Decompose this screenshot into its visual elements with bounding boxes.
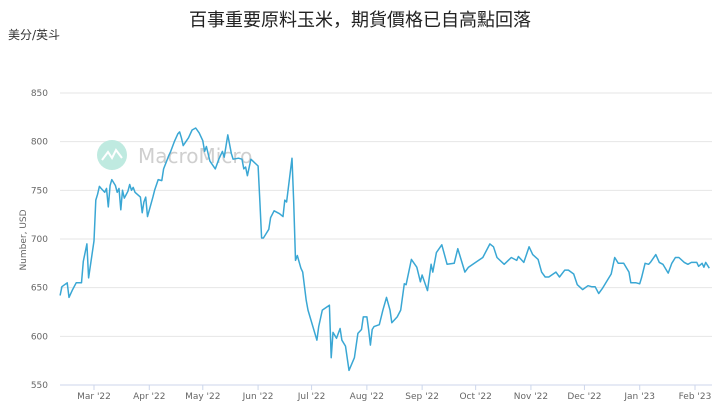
x-tick-label: Jan '23: [623, 392, 655, 402]
x-tick-label: Apr '22: [133, 392, 165, 402]
y-tick-label: 800: [31, 138, 48, 148]
y-tick-label: 750: [31, 186, 48, 196]
x-tick-label: Oct '22: [459, 392, 491, 402]
unit-label: 美分/英斗: [8, 28, 61, 42]
x-tick-label: Jun '22: [242, 392, 274, 402]
x-tick-label: Sep '22: [405, 392, 439, 402]
series-line-corn-futures: [59, 127, 710, 372]
y-tick-label: 850: [31, 89, 48, 99]
x-tick-label: Nov '22: [514, 392, 548, 402]
y-tick-label: 600: [31, 332, 48, 342]
x-tick-label: Mar '22: [77, 392, 111, 402]
y-axis-ticks: 550 600 650 700 750 800 850: [31, 89, 48, 391]
x-axis-ticks: Mar '22 Apr '22 May '22 Jun '22 Jul '22 Aug '…: [77, 385, 711, 402]
watermark-text: MacroMicro: [138, 144, 252, 168]
x-tick-label: Feb '23: [679, 392, 712, 402]
y-tick-label: 650: [31, 284, 48, 294]
gridlines: [60, 92, 712, 386]
x-tick-label: Dec '22: [567, 392, 601, 402]
y-axis-label: Number, USD: [19, 209, 29, 270]
x-tick-label: Jul '22: [297, 392, 326, 402]
y-tick-label: 700: [31, 235, 48, 245]
chart-title: 百事重要原料玉米，期貨價格已自高點回落: [189, 10, 531, 31]
x-tick-label: May '22: [185, 392, 220, 402]
watermark-logo: MacroMicro: [97, 140, 252, 170]
x-tick-label: Aug '22: [350, 392, 384, 402]
y-tick-label: 550: [31, 381, 48, 391]
